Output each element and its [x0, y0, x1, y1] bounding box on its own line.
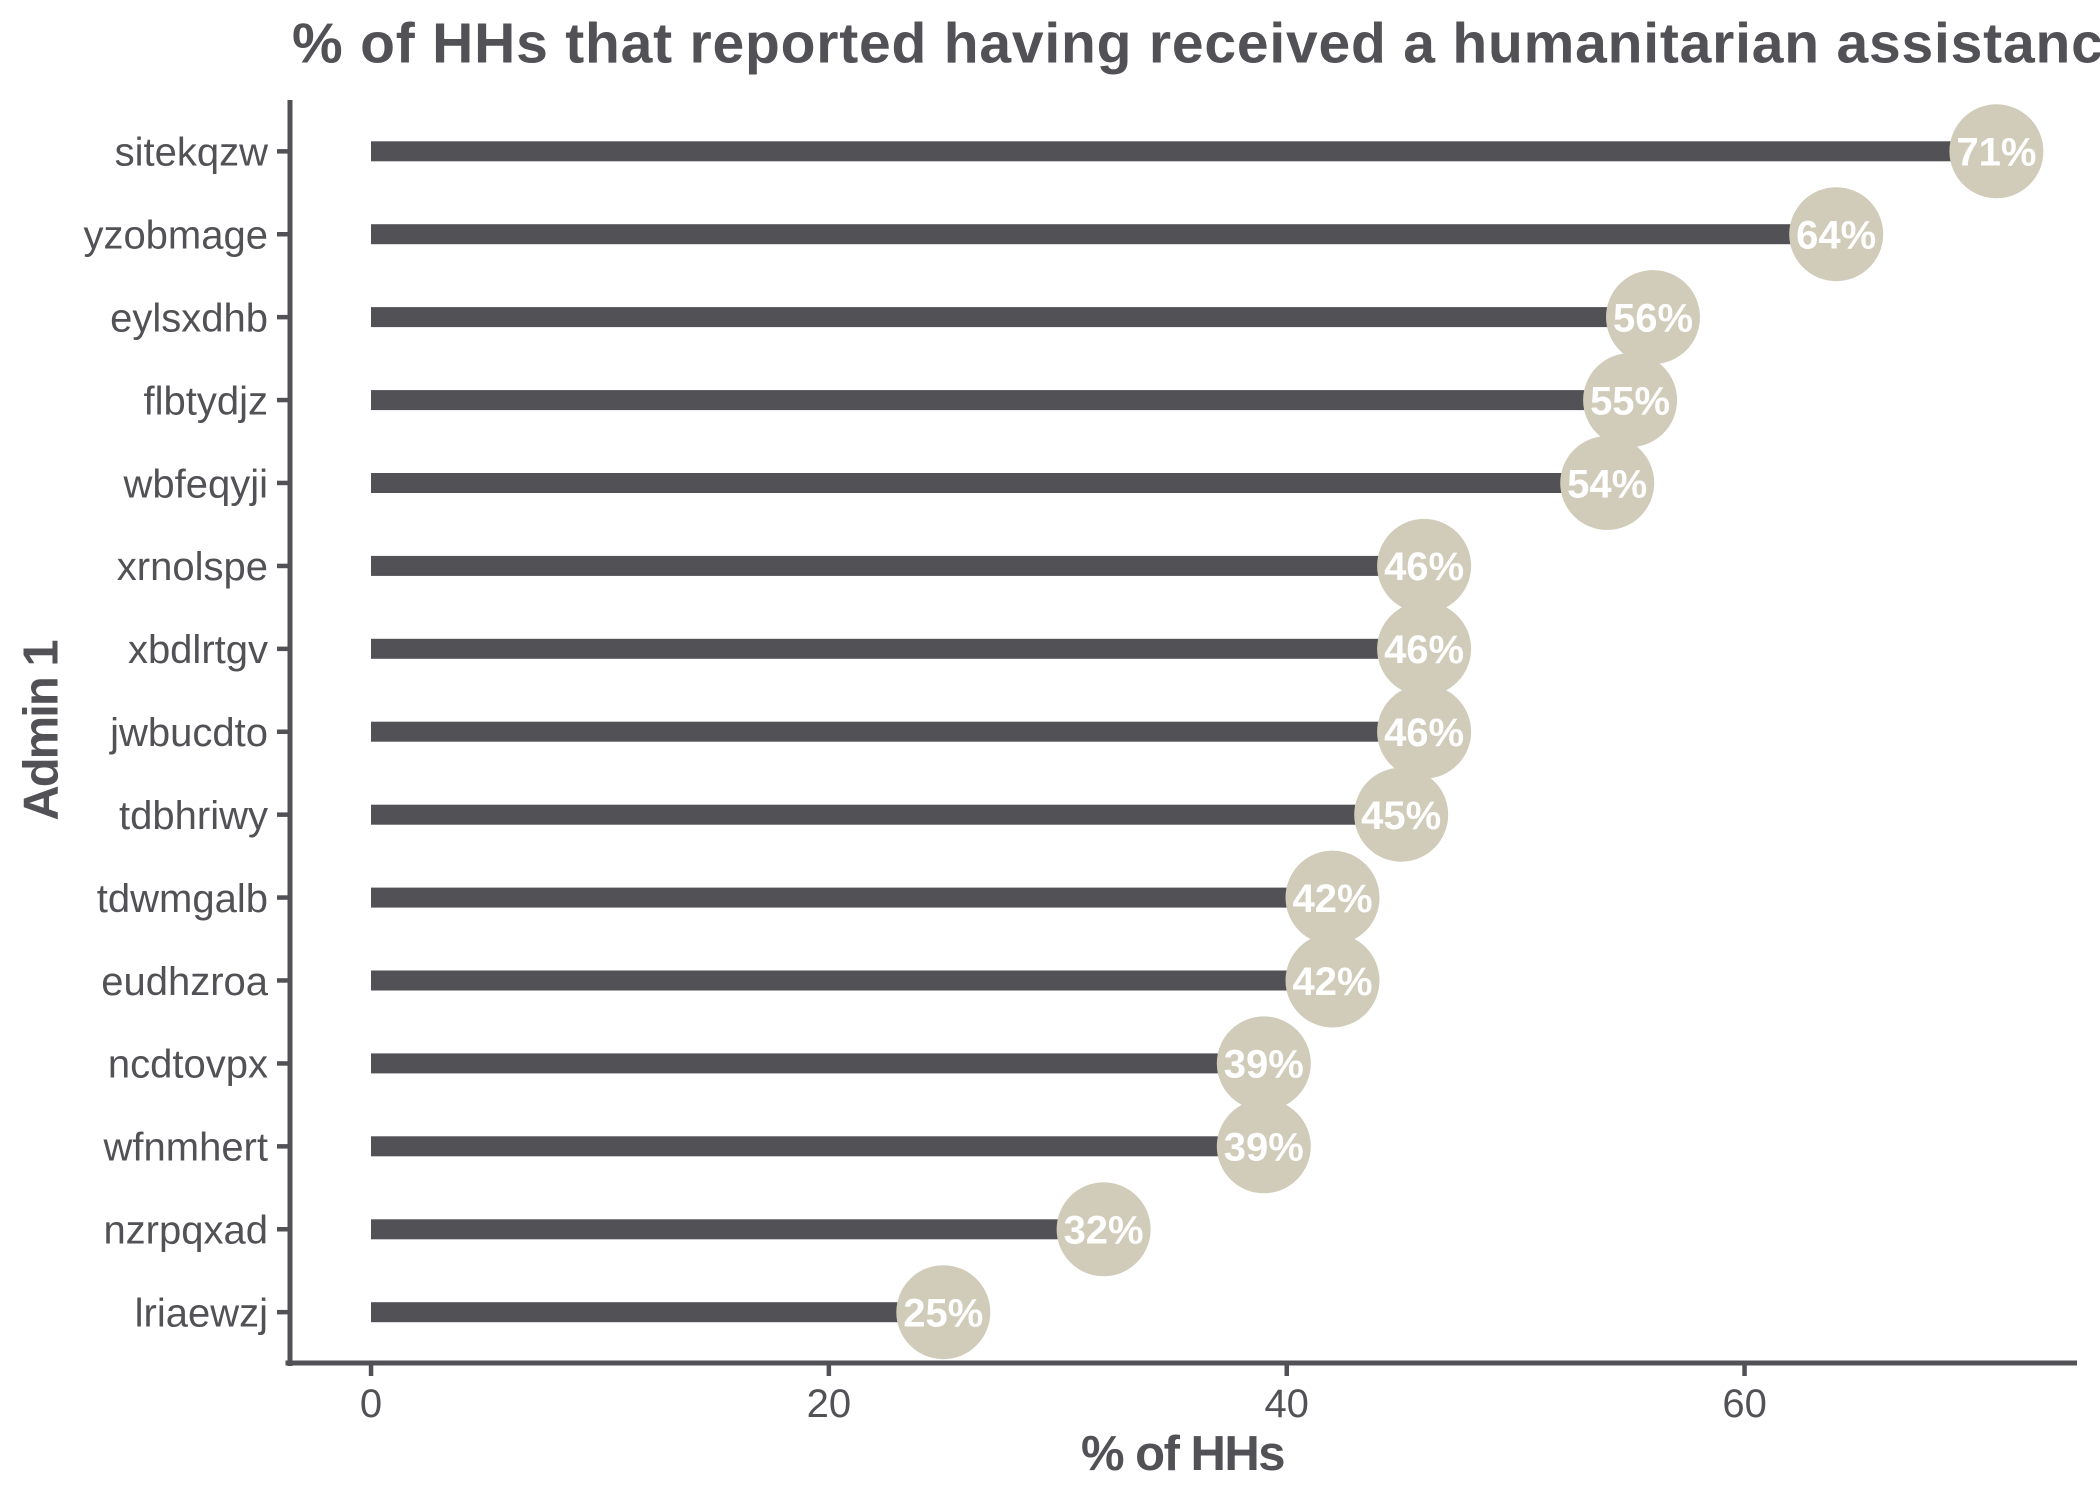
- svg-text:46%: 46%: [1384, 545, 1464, 589]
- svg-text:40: 40: [1264, 1382, 1309, 1426]
- svg-text:tdbhriwy: tdbhriwy: [119, 794, 268, 838]
- svg-text:20: 20: [807, 1382, 852, 1426]
- svg-text:wfnmhert: wfnmhert: [103, 1126, 269, 1170]
- svg-text:55%: 55%: [1590, 379, 1670, 423]
- svg-text:45%: 45%: [1361, 794, 1441, 838]
- svg-text:% of HHs: % of HHs: [1081, 1427, 1284, 1481]
- svg-text:39%: 39%: [1224, 1043, 1304, 1087]
- svg-text:% of HHs that reported having: % of HHs that reported having received a…: [292, 12, 2100, 76]
- svg-text:lriaewzj: lriaewzj: [135, 1292, 268, 1336]
- svg-text:42%: 42%: [1292, 960, 1372, 1004]
- svg-text:wbfeqyji: wbfeqyji: [122, 462, 268, 506]
- svg-text:eudhzroa: eudhzroa: [101, 960, 269, 1004]
- svg-text:sitekqzw: sitekqzw: [115, 131, 268, 175]
- svg-text:39%: 39%: [1224, 1126, 1304, 1170]
- svg-text:46%: 46%: [1384, 628, 1464, 672]
- svg-text:Admin 1: Admin 1: [15, 641, 69, 821]
- svg-text:xbdlrtgv: xbdlrtgv: [128, 628, 268, 672]
- svg-text:32%: 32%: [1064, 1209, 1144, 1253]
- svg-text:71%: 71%: [1956, 131, 2036, 175]
- svg-text:yzobmage: yzobmage: [83, 214, 268, 258]
- svg-text:ncdtovpx: ncdtovpx: [108, 1043, 268, 1087]
- svg-text:flbtydjz: flbtydjz: [144, 379, 269, 423]
- svg-text:25%: 25%: [903, 1292, 983, 1336]
- svg-text:nzrpqxad: nzrpqxad: [103, 1209, 268, 1253]
- svg-text:60: 60: [1722, 1382, 1767, 1426]
- svg-text:54%: 54%: [1567, 462, 1647, 506]
- svg-text:64%: 64%: [1796, 214, 1876, 258]
- svg-text:56%: 56%: [1613, 296, 1693, 340]
- svg-text:0: 0: [360, 1382, 382, 1426]
- svg-text:46%: 46%: [1384, 711, 1464, 755]
- svg-text:eylsxdhb: eylsxdhb: [110, 296, 268, 340]
- svg-text:jwbucdto: jwbucdto: [109, 711, 268, 755]
- svg-text:xrnolspe: xrnolspe: [117, 545, 268, 589]
- svg-text:42%: 42%: [1292, 877, 1372, 921]
- svg-text:tdwmgalb: tdwmgalb: [97, 877, 268, 921]
